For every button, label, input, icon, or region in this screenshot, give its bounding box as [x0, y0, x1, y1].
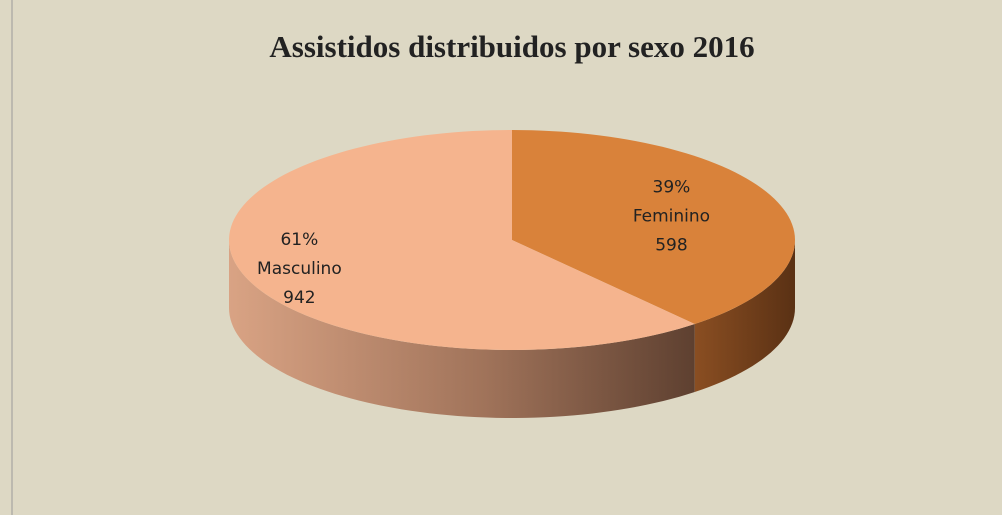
pie-side: [694, 240, 795, 393]
data-label: 61% Masculino 942: [257, 230, 342, 308]
label-percent: 39%: [653, 177, 691, 197]
pie-slice: [229, 130, 695, 350]
label-category: Masculino: [257, 259, 342, 279]
label-value: 598: [655, 235, 687, 255]
pie-slice: [512, 130, 795, 325]
label-category: Feminino: [633, 206, 710, 226]
label-percent: 61%: [280, 230, 318, 250]
pie-side: [229, 240, 695, 418]
data-label: 39% Feminino 598: [633, 177, 710, 255]
label-value: 942: [283, 288, 315, 308]
chart-title: Assistidos distribuidos por sexo 2016: [269, 29, 754, 64]
